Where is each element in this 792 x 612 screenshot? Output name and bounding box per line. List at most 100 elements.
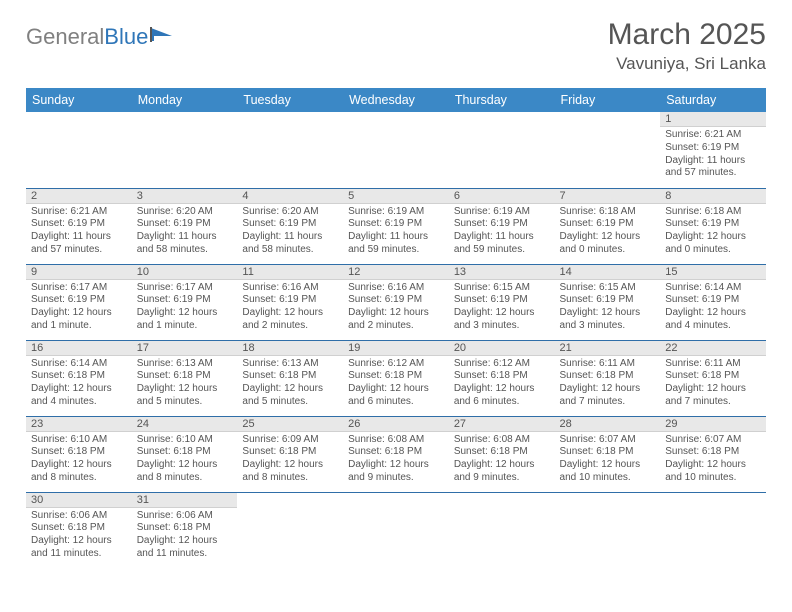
- sunset-text: Sunset: 6:19 PM: [242, 218, 338, 231]
- sunrise-text: Sunrise: 6:08 AM: [454, 434, 550, 447]
- sunrise-text: Sunrise: 6:06 AM: [31, 510, 127, 523]
- day-details: Sunrise: 6:15 AMSunset: 6:19 PMDaylight:…: [449, 280, 555, 336]
- sunset-text: Sunset: 6:18 PM: [454, 446, 550, 459]
- day-number: 17: [132, 341, 238, 356]
- daylight-text: Daylight: 11 hours and 59 minutes.: [454, 231, 550, 257]
- day-details: Sunrise: 6:21 AMSunset: 6:19 PMDaylight:…: [660, 127, 766, 183]
- sunrise-text: Sunrise: 6:17 AM: [31, 282, 127, 295]
- empty-cell: [26, 112, 132, 188]
- sunrise-text: Sunrise: 6:18 AM: [560, 206, 656, 219]
- sunset-text: Sunset: 6:18 PM: [665, 446, 761, 459]
- day-number: 16: [26, 341, 132, 356]
- day-details: Sunrise: 6:16 AMSunset: 6:19 PMDaylight:…: [237, 280, 343, 336]
- week-row: 23Sunrise: 6:10 AMSunset: 6:18 PMDayligh…: [26, 416, 766, 492]
- weekday-header: Sunday: [26, 88, 132, 112]
- sunrise-text: Sunrise: 6:08 AM: [348, 434, 444, 447]
- day-number: 14: [555, 265, 661, 280]
- daylight-text: Daylight: 12 hours and 8 minutes.: [137, 459, 233, 485]
- logo-text-part2: Blue: [104, 24, 148, 50]
- day-details: Sunrise: 6:14 AMSunset: 6:18 PMDaylight:…: [26, 356, 132, 412]
- day-details: Sunrise: 6:06 AMSunset: 6:18 PMDaylight:…: [26, 508, 132, 564]
- daylight-text: Daylight: 12 hours and 0 minutes.: [560, 231, 656, 257]
- day-details: Sunrise: 6:09 AMSunset: 6:18 PMDaylight:…: [237, 432, 343, 488]
- sunset-text: Sunset: 6:19 PM: [560, 218, 656, 231]
- sunset-text: Sunset: 6:19 PM: [348, 294, 444, 307]
- empty-cell: [555, 492, 661, 568]
- sunrise-text: Sunrise: 6:11 AM: [560, 358, 656, 371]
- sunset-text: Sunset: 6:18 PM: [31, 522, 127, 535]
- weekday-header: Wednesday: [343, 88, 449, 112]
- day-number: 2: [26, 189, 132, 204]
- sunset-text: Sunset: 6:18 PM: [560, 370, 656, 383]
- day-number: 19: [343, 341, 449, 356]
- empty-cell: [660, 492, 766, 568]
- day-details: Sunrise: 6:10 AMSunset: 6:18 PMDaylight:…: [132, 432, 238, 488]
- sunset-text: Sunset: 6:18 PM: [242, 446, 338, 459]
- day-cell: 26Sunrise: 6:08 AMSunset: 6:18 PMDayligh…: [343, 416, 449, 492]
- sunset-text: Sunset: 6:18 PM: [137, 522, 233, 535]
- day-number: 13: [449, 265, 555, 280]
- sunset-text: Sunset: 6:18 PM: [348, 370, 444, 383]
- day-cell: 14Sunrise: 6:15 AMSunset: 6:19 PMDayligh…: [555, 264, 661, 340]
- day-number: 31: [132, 493, 238, 508]
- day-details: Sunrise: 6:12 AMSunset: 6:18 PMDaylight:…: [343, 356, 449, 412]
- sunset-text: Sunset: 6:18 PM: [454, 370, 550, 383]
- day-cell: 28Sunrise: 6:07 AMSunset: 6:18 PMDayligh…: [555, 416, 661, 492]
- daylight-text: Daylight: 12 hours and 2 minutes.: [348, 307, 444, 333]
- day-cell: 4Sunrise: 6:20 AMSunset: 6:19 PMDaylight…: [237, 188, 343, 264]
- day-cell: 6Sunrise: 6:19 AMSunset: 6:19 PMDaylight…: [449, 188, 555, 264]
- day-number: 23: [26, 417, 132, 432]
- day-number: 15: [660, 265, 766, 280]
- day-cell: 11Sunrise: 6:16 AMSunset: 6:19 PMDayligh…: [237, 264, 343, 340]
- sunset-text: Sunset: 6:19 PM: [31, 294, 127, 307]
- day-details: Sunrise: 6:13 AMSunset: 6:18 PMDaylight:…: [237, 356, 343, 412]
- daylight-text: Daylight: 12 hours and 7 minutes.: [560, 383, 656, 409]
- sunset-text: Sunset: 6:18 PM: [137, 446, 233, 459]
- sunset-text: Sunset: 6:19 PM: [454, 218, 550, 231]
- empty-cell: [449, 112, 555, 188]
- daylight-text: Daylight: 12 hours and 2 minutes.: [242, 307, 338, 333]
- day-number: 11: [237, 265, 343, 280]
- weekday-header: Friday: [555, 88, 661, 112]
- sunrise-text: Sunrise: 6:15 AM: [560, 282, 656, 295]
- calendar-table: SundayMondayTuesdayWednesdayThursdayFrid…: [26, 88, 766, 568]
- sunrise-text: Sunrise: 6:19 AM: [348, 206, 444, 219]
- sunrise-text: Sunrise: 6:13 AM: [137, 358, 233, 371]
- day-cell: 13Sunrise: 6:15 AMSunset: 6:19 PMDayligh…: [449, 264, 555, 340]
- day-details: Sunrise: 6:11 AMSunset: 6:18 PMDaylight:…: [555, 356, 661, 412]
- day-number: 12: [343, 265, 449, 280]
- empty-cell: [343, 492, 449, 568]
- sunrise-text: Sunrise: 6:20 AM: [137, 206, 233, 219]
- logo-text-part1: General: [26, 24, 104, 50]
- day-details: Sunrise: 6:20 AMSunset: 6:19 PMDaylight:…: [132, 204, 238, 260]
- sunrise-text: Sunrise: 6:09 AM: [242, 434, 338, 447]
- day-details: Sunrise: 6:10 AMSunset: 6:18 PMDaylight:…: [26, 432, 132, 488]
- day-cell: 9Sunrise: 6:17 AMSunset: 6:19 PMDaylight…: [26, 264, 132, 340]
- weekday-header: Thursday: [449, 88, 555, 112]
- sunrise-text: Sunrise: 6:11 AM: [665, 358, 761, 371]
- week-row: 9Sunrise: 6:17 AMSunset: 6:19 PMDaylight…: [26, 264, 766, 340]
- daylight-text: Daylight: 12 hours and 8 minutes.: [31, 459, 127, 485]
- daylight-text: Daylight: 12 hours and 8 minutes.: [242, 459, 338, 485]
- header: GeneralBlue March 2025 Vavuniya, Sri Lan…: [0, 0, 792, 78]
- sunrise-text: Sunrise: 6:12 AM: [348, 358, 444, 371]
- sunset-text: Sunset: 6:19 PM: [454, 294, 550, 307]
- day-details: Sunrise: 6:13 AMSunset: 6:18 PMDaylight:…: [132, 356, 238, 412]
- weekday-header: Monday: [132, 88, 238, 112]
- day-cell: 29Sunrise: 6:07 AMSunset: 6:18 PMDayligh…: [660, 416, 766, 492]
- day-details: Sunrise: 6:19 AMSunset: 6:19 PMDaylight:…: [449, 204, 555, 260]
- day-number: 3: [132, 189, 238, 204]
- sunrise-text: Sunrise: 6:10 AM: [137, 434, 233, 447]
- daylight-text: Daylight: 12 hours and 5 minutes.: [242, 383, 338, 409]
- sunset-text: Sunset: 6:19 PM: [665, 294, 761, 307]
- day-number: 1: [660, 112, 766, 127]
- title-block: March 2025 Vavuniya, Sri Lanka: [608, 18, 766, 74]
- empty-cell: [237, 112, 343, 188]
- daylight-text: Daylight: 12 hours and 10 minutes.: [665, 459, 761, 485]
- sunset-text: Sunset: 6:19 PM: [665, 218, 761, 231]
- sunrise-text: Sunrise: 6:21 AM: [31, 206, 127, 219]
- sunset-text: Sunset: 6:19 PM: [242, 294, 338, 307]
- day-number: 21: [555, 341, 661, 356]
- day-number: 10: [132, 265, 238, 280]
- day-number: 24: [132, 417, 238, 432]
